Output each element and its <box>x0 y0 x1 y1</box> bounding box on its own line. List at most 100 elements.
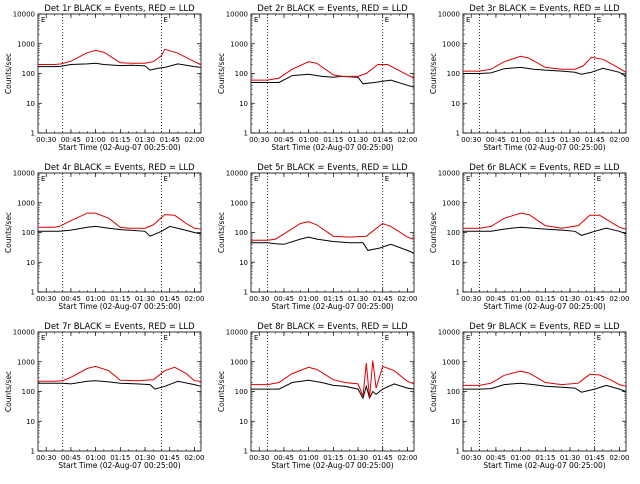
x-axis-label: Start Time (02-Aug-07 00:25:00) <box>271 461 393 470</box>
y-tick-label: 1 <box>31 130 35 138</box>
y-tick-label: 1000 <box>442 358 460 366</box>
y-tick-label: 10 <box>26 418 35 426</box>
x-tick-label: 01:15 <box>323 454 343 462</box>
panel-title: Det 8r BLACK = Events, RED = LLD <box>257 322 408 332</box>
x-tick-label: 01:15 <box>535 136 555 144</box>
y-tick-label: 1 <box>244 289 248 297</box>
lld-series-line <box>251 360 415 399</box>
x-tick-label: 00:30 <box>36 136 56 144</box>
y-tick-label: 1000 <box>17 40 35 48</box>
y-tick-label: 10000 <box>438 170 460 178</box>
x-tick-label: 02:00 <box>397 454 417 462</box>
panel-det-2r: Det 2r BLACK = Events, RED = LLD 00:30 00:… <box>217 4 418 152</box>
corner-mark-label: E <box>385 16 389 24</box>
x-tick-label: 01:45 <box>585 295 605 303</box>
panel-det-1r: Det 1r BLACK = Events, RED = LLD 00:30 00:… <box>4 4 205 152</box>
y-tick-label: 1 <box>31 448 35 456</box>
x-tick-label: 01:00 <box>511 454 531 462</box>
y-tick-label: 1000 <box>17 199 35 207</box>
plot-frame <box>37 13 202 134</box>
y-tick-label: 10000 <box>226 329 248 337</box>
corner-mark-label: E <box>385 334 389 342</box>
x-tick-label: 01:30 <box>135 454 155 462</box>
lld-series-line <box>463 370 627 387</box>
x-tick-label: 00:30 <box>36 454 56 462</box>
x-tick-label: 01:15 <box>535 295 555 303</box>
corner-mark-label: E <box>597 16 601 24</box>
x-tick-label: 02:00 <box>184 136 204 144</box>
y-axis-label: Counts/sec <box>217 53 226 94</box>
x-axis-label: Start Time (02-Aug-07 00:25:00) <box>483 143 605 152</box>
corner-mark-label: E <box>41 16 45 24</box>
x-tick-label: 00:30 <box>461 295 481 303</box>
y-axis-label: Counts/sec <box>217 371 226 412</box>
panel-det-7r: Det 7r BLACK = Events, RED = LLD 00:30 00:… <box>4 322 205 470</box>
x-tick-label: 01:45 <box>373 295 393 303</box>
y-tick-label: 1000 <box>230 40 248 48</box>
x-tick-label: 01:45 <box>373 454 393 462</box>
x-tick-label: 00:30 <box>36 295 56 303</box>
y-tick-label: 10 <box>26 259 35 267</box>
lld-series-line <box>463 212 627 230</box>
x-tick-label: 00:45 <box>61 295 81 303</box>
y-tick-label: 1 <box>456 289 460 297</box>
x-tick-label: 01:00 <box>511 295 531 303</box>
events-series-line <box>251 73 415 88</box>
y-tick-label: 1 <box>31 289 35 297</box>
x-tick-label: 00:45 <box>274 454 294 462</box>
x-axis-label: Start Time (02-Aug-07 00:25:00) <box>58 143 180 152</box>
y-tick-label: 1000 <box>442 199 460 207</box>
x-tick-label: 02:00 <box>184 295 204 303</box>
x-tick-label: 00:45 <box>61 454 81 462</box>
x-tick-label: 02:00 <box>609 454 629 462</box>
x-tick-label: 00:45 <box>486 136 506 144</box>
panel-title: Det 1r BLACK = Events, RED = LLD <box>44 4 195 14</box>
x-tick-label: 02:00 <box>397 136 417 144</box>
y-tick-label: 10 <box>451 259 460 267</box>
x-tick-label: 01:30 <box>560 454 580 462</box>
y-tick-label: 10 <box>239 418 248 426</box>
panel-title: Det 9r BLACK = Events, RED = LLD <box>469 322 620 332</box>
y-tick-label: 100 <box>22 70 35 78</box>
x-tick-label: 01:30 <box>560 295 580 303</box>
plot-frame <box>250 331 415 452</box>
corner-mark-label: E <box>163 175 167 183</box>
panel-title: Det 7r BLACK = Events, RED = LLD <box>44 322 195 332</box>
events-series-line <box>38 225 202 237</box>
x-tick-label: 00:30 <box>249 136 269 144</box>
y-axis-label: Counts/sec <box>4 53 13 94</box>
x-tick-label: 02:00 <box>184 454 204 462</box>
x-tick-label: 01:00 <box>86 454 106 462</box>
x-axis-label: Start Time (02-Aug-07 00:25:00) <box>271 302 393 311</box>
events-series-line <box>463 382 627 393</box>
x-tick-label: 01:45 <box>160 295 180 303</box>
y-axis-label: Counts/sec <box>4 212 13 253</box>
y-tick-label: 10000 <box>438 11 460 19</box>
panel-det-8r: Det 8r BLACK = Events, RED = LLD 00:30 00:… <box>217 322 418 470</box>
x-axis-label: Start Time (02-Aug-07 00:25:00) <box>58 302 180 311</box>
y-tick-label: 100 <box>447 388 460 396</box>
corner-mark-label: E <box>597 334 601 342</box>
x-tick-label: 01:15 <box>110 454 130 462</box>
y-tick-label: 1000 <box>17 358 35 366</box>
panel-det-4r: Det 4r BLACK = Events, RED = LLD 00:30 00:… <box>4 163 205 311</box>
x-tick-label: 01:45 <box>160 136 180 144</box>
x-tick-label: 01:30 <box>348 295 368 303</box>
x-tick-label: 00:45 <box>274 136 294 144</box>
x-tick-label: 01:45 <box>585 454 605 462</box>
corner-mark-label: E <box>163 16 167 24</box>
corner-mark-label: E <box>254 16 258 24</box>
x-tick-label: 01:30 <box>135 136 155 144</box>
panel-title: Det 3r BLACK = Events, RED = LLD <box>469 4 620 14</box>
y-tick-label: 1 <box>456 130 460 138</box>
x-tick-label: 01:45 <box>373 136 393 144</box>
plot-frame <box>462 172 627 293</box>
x-axis-label: Start Time (02-Aug-07 00:25:00) <box>483 461 605 470</box>
y-tick-label: 100 <box>447 229 460 237</box>
y-tick-label: 10000 <box>226 170 248 178</box>
x-tick-label: 00:30 <box>461 454 481 462</box>
x-tick-label: 00:45 <box>274 295 294 303</box>
events-series-line <box>38 62 202 71</box>
x-tick-label: 00:45 <box>486 295 506 303</box>
